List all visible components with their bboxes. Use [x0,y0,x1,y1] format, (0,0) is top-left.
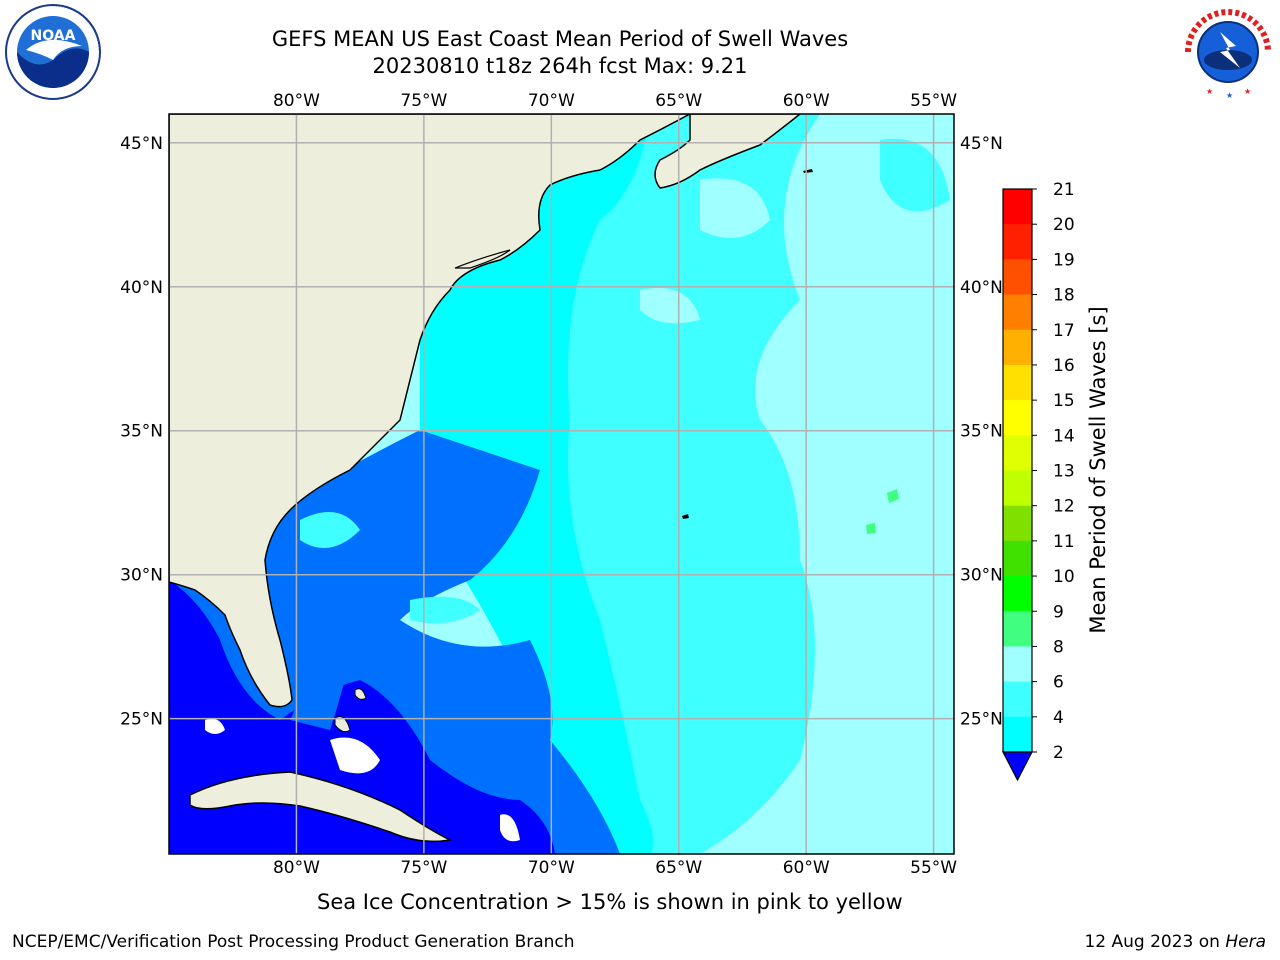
colorbar-segment [1003,259,1032,296]
land-north-america [169,114,691,708]
svg-text:★: ★ [1206,87,1213,96]
nws-logo: ★ ★ ★ [1182,6,1274,100]
colorbar-tick-label: 9 [1053,602,1064,622]
lat-tick-label: 40°N [120,278,163,298]
lat-tick-label: 45°N [960,134,1003,154]
lon-tick-label: 55°W [910,858,957,878]
lon-tick-label: 80°W [273,91,320,111]
lat-tick-label: 30°N [960,566,1003,586]
noaa-logo: NOAA [5,4,101,100]
lon-tick-label: 70°W [528,91,575,111]
colorbar-extend-triangle [1002,751,1033,782]
lon-tick-label: 75°W [400,91,447,111]
ocean-mid [560,114,820,854]
colorbar-segment [1003,576,1032,612]
map-content [169,114,954,854]
sea-ice-caption: Sea Ice Concentration > 15% is shown in … [317,890,903,914]
lat-tick-label: 40°N [960,278,1003,298]
lon-tick-label: 65°W [655,858,702,878]
colorbar-segment [1003,294,1032,331]
footer-machine: Hera [1225,932,1266,952]
colorbar-tick-label: 6 [1053,673,1064,693]
footer-branch: NCEP/EMC/Verification Post Processing Pr… [12,932,575,952]
chart-subtitle: 20230810 t18z 264h fcst Max: 9.21 [372,54,748,78]
lon-tick-label: 60°W [783,91,830,111]
lat-tick-label: 25°N [960,710,1003,730]
colorbar-segment [1003,540,1032,577]
map-frame [168,113,955,855]
map-tick-labels: 80°W 80°W 75°W 75°W 70°W 70°W 65°W 65°W 60°W 60°W… [120,91,1003,878]
colorbar: 21 20 19 18 17 16 15 14 13 12 11 10 9 8 6 4 2 [1002,180,1075,782]
lon-tick-label: 80°W [273,858,320,878]
colorbar-tick-label: 21 [1053,180,1075,200]
colorbar-segment [1003,400,1032,436]
colorbar-tick-label: 8 [1053,637,1064,657]
colorbar-segment [1003,364,1032,401]
colorbar-tick-label: 14 [1053,426,1075,446]
land-maritimes [654,114,802,189]
footer-date-text: 12 Aug 2023 on [1084,932,1226,952]
svg-text:NOAA: NOAA [31,28,76,44]
colorbar-segment [1003,681,1032,718]
colorbar-tick-label: 2 [1053,743,1064,763]
lon-tick-label: 75°W [400,858,447,878]
colorbar-tick-label: 18 [1053,286,1075,306]
colorbar-label: Mean Period of Swell Waves [s] [1086,306,1110,634]
lat-tick-label: 35°N [960,422,1003,442]
colorbar-segment [1003,189,1032,225]
svg-text:★: ★ [1244,87,1251,96]
ocean-bright [420,114,654,854]
land-cuba [189,771,453,843]
colorbar-tick-label: 20 [1053,215,1075,235]
lat-tick-label: 35°N [120,422,163,442]
colorbar-tick-label: 17 [1053,321,1075,341]
colorbar-tick-label: 12 [1053,497,1075,517]
colorbar-tick-label: 11 [1053,532,1075,552]
svg-text:★: ★ [1226,91,1233,100]
lon-tick-label: 60°W [783,858,830,878]
colorbar-segment [1003,505,1032,542]
colorbar-segment [1003,435,1032,471]
lon-tick-label: 55°W [910,91,957,111]
lon-tick-label: 65°W [655,91,702,111]
lat-tick-label: 25°N [120,710,163,730]
colorbar-segment [1003,329,1032,366]
lat-tick-label: 30°N [120,566,163,586]
colorbar-tick-label: 19 [1053,250,1075,270]
footer-date: 12 Aug 2023 on Hera [1084,932,1266,952]
colorbar-tick-label: 13 [1053,462,1075,482]
colorbar-segment [1003,224,1032,260]
no-data-patch [330,737,380,774]
colorbar-segment [1003,611,1032,647]
map-gridlines [169,114,954,854]
chart-title: GEFS MEAN US East Coast Mean Period of S… [271,27,849,51]
colorbar-segment [1003,716,1032,753]
lat-tick-label: 45°N [120,134,163,154]
lon-tick-label: 70°W [528,858,575,878]
colorbar-segment [1003,646,1032,683]
colorbar-tick-label: 15 [1053,391,1075,411]
colorbar-tick-label: 10 [1053,567,1075,587]
colorbar-tick-label: 4 [1053,708,1064,728]
colorbar-segment [1003,470,1032,507]
colorbar-tick-label: 16 [1053,356,1075,376]
